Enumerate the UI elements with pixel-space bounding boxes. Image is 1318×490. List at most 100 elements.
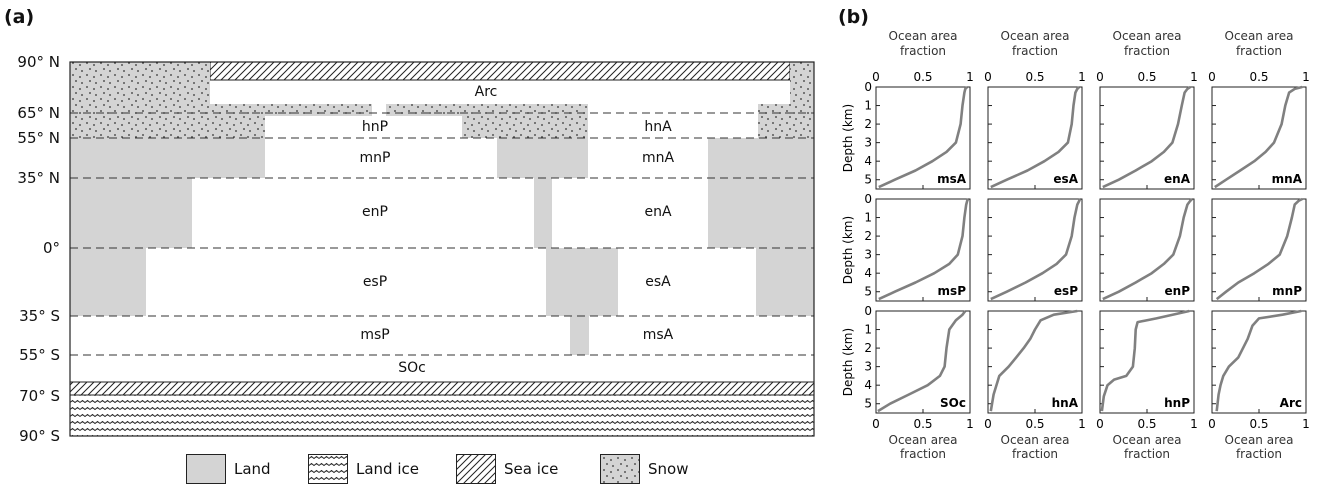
hypsometry-curve-esa [990,86,1081,189]
top-x-tick-label: 0.5 [1137,70,1156,84]
legend-label-land-ice: Land ice [356,460,419,478]
y-tick-label: 4 [864,378,872,392]
hypsometry-curve-arc [1215,309,1302,412]
land-mid-ena [534,178,552,248]
bottom-x-tick-label: 0.5 [1025,417,1044,431]
bottom-x-tick-label: 0.5 [1137,417,1156,431]
panel-name-ena: enA [1164,172,1191,186]
hypsometry-curve-mnp [1215,197,1303,301]
region-label-ena: enA [644,204,672,220]
panel-name-esp: esP [1054,284,1078,298]
panel-name-hna: hnA [1052,396,1079,410]
panel-name-esa: esA [1053,172,1078,186]
panel-name-mnp: mnP [1272,284,1302,298]
y-tick-label: 2 [864,341,872,355]
bottom-axis-title-line1: Ocean area [1113,433,1182,447]
land-mid-msa [570,316,589,355]
legend-swatch-sea-ice [456,454,496,484]
lat-label-90n: 90° N [17,53,60,71]
bottom-x-tick-label: 0.5 [913,417,932,431]
bottom-x-tick-label: 0 [984,417,992,431]
top-x-tick-label: 1 [966,70,974,84]
region-label-esp: esP [362,274,388,290]
top-x-tick-label: 1 [1190,70,1198,84]
legend-item-land-ice: Land ice [308,453,419,485]
hypsometry-curve-hna [989,309,1078,412]
lat-label-65n: 65° N [17,104,60,122]
y-axis-title: Depth (km) [841,216,855,284]
region-label-enp: enP [362,204,388,220]
y-tick-label: 2 [864,117,872,131]
top-x-tick-label: 0 [984,70,992,84]
legend-swatch-land [186,454,226,484]
bottom-x-tick-label: 1 [1078,417,1086,431]
region-label-msa: msA [642,327,674,343]
legend-item-land: Land [186,453,271,485]
bottom-x-tick-label: 0 [1208,417,1216,431]
hypsometry-curve-mna [1214,85,1303,189]
panel-name-hnp: hnP [1164,396,1190,410]
top-axis-title-line1: Ocean area [1225,29,1294,43]
bottom-x-tick-label: 0 [872,417,880,431]
snow-hna-land [462,116,588,138]
region-label-hna: hnA [644,119,672,135]
lat-label-35n: 35° N [17,169,60,187]
land-east [708,138,814,248]
panel-name-arc: Arc [1280,396,1302,410]
hypsometry-curve-msa [878,86,969,189]
legend-swatch-snow [600,454,640,484]
region-label-soc: SOc [398,360,426,376]
panel-name-msa: msA [937,172,967,186]
bottom-axis-title-line2: fraction [1124,447,1170,461]
land-west-esp [70,248,146,316]
y-tick-label: 1 [864,323,872,337]
antarctic-land-ice [69,394,815,437]
y-tick-label: 0 [864,80,872,94]
top-x-tick-label: 0.5 [1025,70,1044,84]
bottom-axis-title-line2: fraction [1012,447,1058,461]
y-axis-title: Depth (km) [841,104,855,172]
hypsometry-curve-ena [1102,85,1191,189]
land-mid-esa [546,248,618,316]
legend-label-sea-ice: Sea ice [504,460,559,478]
region-label-msp: msP [360,327,390,343]
bottom-axis-title-line1: Ocean area [1225,433,1294,447]
bottom-x-tick-label: 1 [966,417,974,431]
bottom-axis-title-line2: fraction [1236,447,1282,461]
lat-label-eq: 0° [42,239,60,257]
y-tick-label: 5 [864,173,872,187]
y-tick-label: 1 [864,211,872,225]
top-x-tick-label: 1 [1078,70,1086,84]
top-axis-title-line2: fraction [1236,44,1282,58]
top-axis-title-line1: Ocean area [1113,29,1182,43]
y-tick-label: 3 [864,136,872,150]
lat-label-90s: 90° S [19,427,60,445]
land-west-mnp [70,138,265,178]
y-tick-label: 2 [864,229,872,243]
y-tick-label: 0 [864,192,872,206]
y-tick-label: 4 [864,154,872,168]
y-tick-label: 5 [864,285,872,299]
continent-configuration-map [69,61,815,437]
lat-label-70s: 70° S [19,387,60,405]
legend-item-sea-ice: Sea ice [456,453,558,485]
lat-label-55n: 55° N [17,129,60,147]
top-axis-title-line2: fraction [1124,44,1170,58]
hypsometry-curve-esp [990,198,1082,301]
hypsometry-curve-soc [877,310,967,413]
y-tick-label: 1 [864,99,872,113]
land-west-enp [70,178,192,248]
top-x-tick-label: 0 [1208,70,1216,84]
top-axis-title-line2: fraction [900,44,946,58]
panel-b-label: (b) [838,6,869,28]
top-x-tick-label: 0 [872,70,880,84]
bottom-axis-title-line1: Ocean area [889,433,958,447]
y-tick-label: 5 [864,397,872,411]
region-label-esa: esA [645,274,671,290]
panel-name-enp: enP [1165,284,1191,298]
hypsometry-curve-hnp [1100,309,1190,412]
y-tick-label: 3 [864,360,872,374]
top-axis-title-line1: Ocean area [1001,29,1070,43]
bottom-x-tick-label: 1 [1190,417,1198,431]
